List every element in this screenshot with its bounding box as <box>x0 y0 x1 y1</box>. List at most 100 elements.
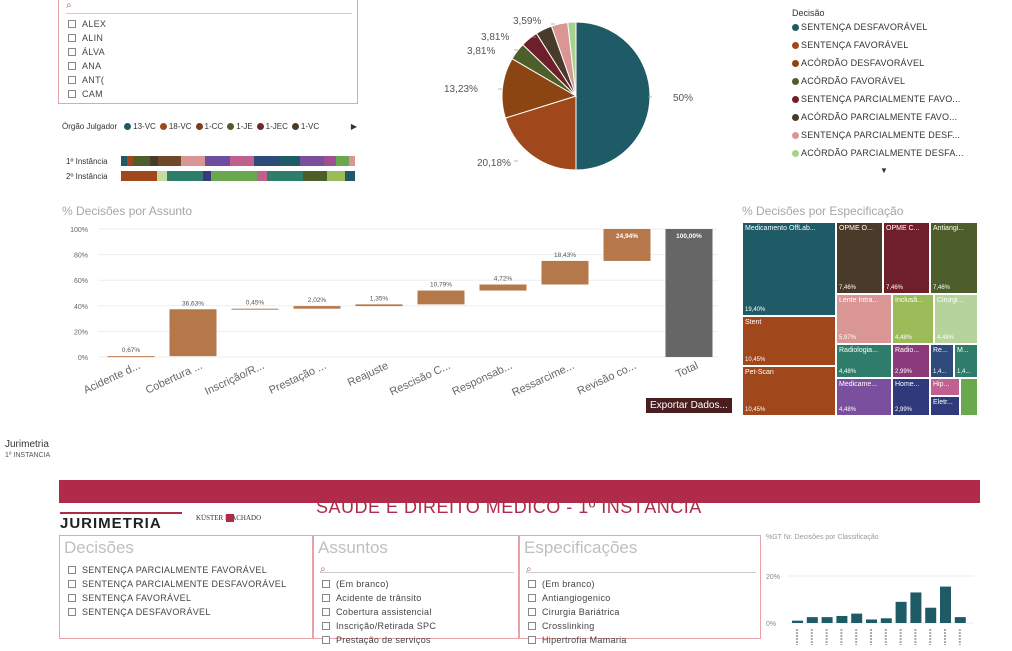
bar-segment[interactable] <box>121 171 157 181</box>
checkbox[interactable] <box>528 636 536 644</box>
pie-slice[interactable] <box>501 58 578 119</box>
especificacoes-search[interactable]: ⌕ <box>526 559 756 575</box>
pie-legend-item[interactable]: SENTENÇA PARCIALMENTE DESF... <box>792 126 992 144</box>
waterfall-bar[interactable] <box>417 290 465 305</box>
mini-bar[interactable] <box>821 617 833 623</box>
especificacao-item[interactable]: (Em branco) <box>528 577 627 591</box>
stacked-bar[interactable] <box>121 156 355 166</box>
checkbox[interactable] <box>68 48 76 56</box>
assunto-item[interactable]: Cobertura assistencial <box>322 605 436 619</box>
treemap-cell[interactable]: Eletr... <box>930 396 960 416</box>
waterfall-bar[interactable] <box>355 304 403 307</box>
waterfall-bar[interactable] <box>665 229 713 357</box>
bar-segment[interactable] <box>257 171 267 181</box>
waterfall-bar[interactable] <box>479 284 527 291</box>
waterfall-bar[interactable] <box>603 229 651 261</box>
especificacao-item[interactable]: Antiangiogenico <box>528 591 627 605</box>
pie-slice[interactable] <box>504 95 577 171</box>
bar-segment[interactable] <box>299 156 325 166</box>
mini-bar[interactable] <box>895 601 907 623</box>
treemap-cell[interactable]: Medicamento OffLab... 19,40% <box>742 222 836 316</box>
waterfall-bar[interactable] <box>231 308 279 310</box>
name-item[interactable]: ALEX <box>68 17 108 31</box>
waterfall-bar[interactable] <box>107 356 155 358</box>
bar-segment[interactable] <box>127 156 134 166</box>
mini-bar[interactable] <box>880 618 892 623</box>
treemap-cell[interactable]: Cirurgi... 4,48% <box>934 294 978 344</box>
checkbox[interactable] <box>322 608 330 616</box>
checkbox[interactable] <box>68 566 76 574</box>
treemap-cell[interactable]: Re... 1,4... <box>930 344 954 378</box>
waterfall-bar[interactable] <box>169 309 217 357</box>
bar-segment[interactable] <box>303 171 327 181</box>
legend-next-icon[interactable]: ▶ <box>350 122 357 131</box>
pie-legend-item[interactable]: SENTENÇA FAVORÁVEL <box>792 36 992 54</box>
assunto-item[interactable]: Inscrição/Retirada SPC <box>322 619 436 633</box>
treemap-cell[interactable]: Inclusã... 4,48% <box>892 294 934 344</box>
bar-segment[interactable] <box>348 156 355 166</box>
checkbox[interactable] <box>68 34 76 42</box>
bar-segment[interactable] <box>229 156 255 166</box>
checkbox[interactable] <box>68 90 76 98</box>
decisao-item[interactable]: SENTENÇA PARCIALMENTE DESFAVORÁVEL <box>68 577 286 591</box>
mini-bar[interactable] <box>792 620 803 623</box>
especificacao-item[interactable]: Hipertrofia Mamaria <box>528 633 627 647</box>
checkbox[interactable] <box>68 594 76 602</box>
mini-bar[interactable] <box>910 592 922 623</box>
pie-slice[interactable] <box>575 21 651 171</box>
bar-segment[interactable] <box>267 171 303 181</box>
checkbox[interactable] <box>322 594 330 602</box>
bar-segment[interactable] <box>205 156 230 166</box>
decisao-item[interactable]: SENTENÇA FAVORÁVEL <box>68 591 286 605</box>
bar-segment[interactable] <box>211 171 257 181</box>
treemap-cell[interactable]: Antiangi... 7,46% <box>930 222 978 294</box>
treemap-cell[interactable]: Medicame... 4,48% <box>836 378 892 416</box>
assunto-item[interactable]: (Em branco) <box>322 577 436 591</box>
especificacao-item[interactable]: Crosslinking <box>528 619 627 633</box>
bar-segment[interactable] <box>279 156 300 166</box>
pie-legend-item[interactable]: SENTENÇA DESFAVORÁVEL <box>792 18 992 36</box>
checkbox[interactable] <box>528 608 536 616</box>
stacked-bar[interactable] <box>121 171 355 181</box>
name-item[interactable]: ANA <box>68 59 108 73</box>
scroll-down-icon[interactable]: ▼ <box>880 166 888 175</box>
bar-segment[interactable] <box>254 156 279 166</box>
mini-bar[interactable] <box>866 619 877 623</box>
bar-segment[interactable] <box>345 171 355 181</box>
checkbox[interactable] <box>322 580 330 588</box>
treemap-cell[interactable] <box>960 378 978 416</box>
mini-bar[interactable] <box>954 617 966 623</box>
treemap-cell[interactable]: Radiologia... 4,48% <box>836 344 892 378</box>
bar-segment[interactable] <box>133 156 150 166</box>
name-search[interactable]: ⌕ <box>66 0 352 14</box>
mini-bar[interactable] <box>806 617 818 623</box>
waterfall-bar[interactable] <box>293 306 341 309</box>
mini-bar[interactable] <box>851 613 863 623</box>
waterfall-bar[interactable] <box>541 260 589 285</box>
name-item[interactable]: ANT( <box>68 73 108 87</box>
bar-segment[interactable] <box>336 156 349 166</box>
checkbox[interactable] <box>68 76 76 84</box>
treemap-cell[interactable]: M... 1,4... <box>954 344 978 378</box>
treemap-cell[interactable]: Pet-Scan 10,45% <box>742 366 836 416</box>
bar-segment[interactable] <box>121 156 128 166</box>
checkbox[interactable] <box>322 622 330 630</box>
mini-bar[interactable] <box>836 615 848 623</box>
bar-segment[interactable] <box>157 156 181 166</box>
pie-legend-item[interactable]: ACÓRDÃO PARCIALMENTE DESFA... <box>792 144 992 162</box>
checkbox[interactable] <box>528 580 536 588</box>
export-data-button[interactable]: Exportar Dados... <box>646 398 732 413</box>
treemap-cell[interactable]: Radio... 2,99% <box>892 344 930 378</box>
name-item[interactable]: ÁLVA <box>68 45 108 59</box>
treemap-cell[interactable]: OPME C... 7,46% <box>883 222 930 294</box>
bar-segment[interactable] <box>180 156 206 166</box>
pie-legend-item[interactable]: SENTENÇA PARCIALMENTE FAVO... <box>792 90 992 108</box>
assunto-item[interactable]: Acidente de trânsito <box>322 591 436 605</box>
treemap-cell[interactable]: Hip... <box>930 378 960 396</box>
checkbox[interactable] <box>528 622 536 630</box>
treemap-cell[interactable]: Home... 2,99% <box>892 378 930 416</box>
name-item[interactable]: ALIN <box>68 31 108 45</box>
bar-segment[interactable] <box>149 156 158 166</box>
pie-legend-item[interactable]: ACÓRDÃO PARCIALMENTE FAVO... <box>792 108 992 126</box>
mini-bar[interactable] <box>925 607 937 623</box>
